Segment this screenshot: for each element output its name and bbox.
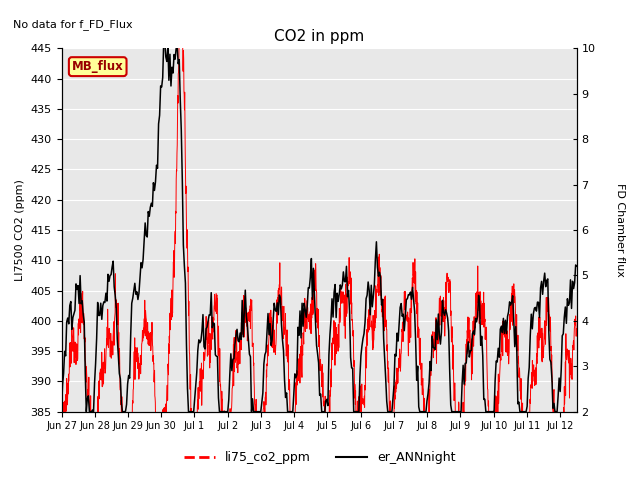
Text: No data for f_FD_Flux: No data for f_FD_Flux [13, 19, 132, 30]
Text: MB_flux: MB_flux [72, 60, 124, 73]
Y-axis label: FD Chamber flux: FD Chamber flux [615, 183, 625, 277]
Title: CO2 in ppm: CO2 in ppm [274, 29, 364, 44]
Legend: li75_co2_ppm, er_ANNnight: li75_co2_ppm, er_ANNnight [179, 446, 461, 469]
Y-axis label: LI7500 CO2 (ppm): LI7500 CO2 (ppm) [15, 179, 25, 281]
